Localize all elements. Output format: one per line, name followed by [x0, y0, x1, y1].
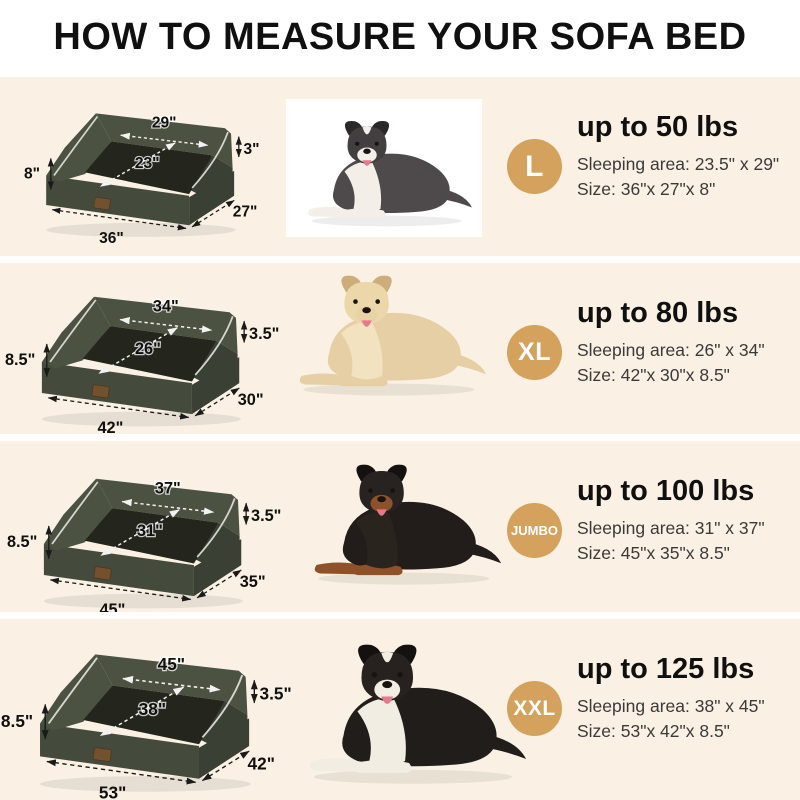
row-divider [0, 434, 800, 441]
measure-outer-length: 53" [99, 783, 126, 800]
size-badge-l: L [507, 139, 562, 194]
weight-limit: up to 125 lbs [577, 653, 755, 685]
measure-inner-width: 38" [139, 699, 166, 719]
measure-bolster-height: 3.5" [251, 507, 281, 525]
sleeping-area: Sleeping area: 31" x 37" [577, 518, 765, 538]
measure-inner-width: 31" [137, 522, 163, 540]
bed-diagram-l: 29" 23" 8" 3" 36" 27" [24, 87, 259, 247]
measure-base-height: 8" [24, 166, 40, 183]
measure-outer-width: 35" [240, 573, 266, 591]
dog-bernese-mountain-dog [309, 644, 527, 785]
measure-inner-width: 23" [135, 155, 160, 172]
page-title: HOW TO MEASURE YOUR SOFA BED [53, 16, 747, 58]
measure-base-height: 8.5" [7, 533, 37, 551]
bed-size: Size: 36"x 27"x 8" [577, 179, 716, 199]
measure-outer-width: 42" [248, 753, 275, 773]
weight-limit: up to 100 lbs [577, 475, 755, 507]
sleeping-area: Sleeping area: 23.5" x 29" [577, 154, 780, 174]
weight-limit: up to 80 lbs [577, 297, 739, 329]
size-row-xl: 34" 26" 8.5" 3.5" 42" 30" XL up to 80 lb… [0, 263, 800, 437]
sleeping-area: Sleeping area: 38" x 45" [577, 696, 765, 716]
bed-size: Size: 42"x 30"x 8.5" [577, 365, 730, 385]
size-info-xxl: up to 125 lbs Sleeping area: 38" x 45" S… [577, 653, 797, 744]
measure-outer-width: 30" [238, 391, 264, 409]
measure-bolster-height: 3.5" [249, 325, 279, 343]
dog-labrador-retriever [299, 275, 487, 396]
measure-inner-length: 37" [155, 479, 181, 497]
measure-bolster-height: 3.5" [259, 683, 291, 703]
bed-size: Size: 53"x 42"x 8.5" [577, 721, 730, 741]
measure-base-height: 8.5" [1, 711, 33, 731]
row-divider [0, 256, 800, 263]
size-row-l: 29" 23" 8" 3" 36" 27" L up to 50 lbs Sle… [0, 77, 800, 256]
size-info-xl: up to 80 lbs Sleeping area: 26" x 34" Si… [577, 297, 797, 388]
size-badge-jumbo: JUMBO [507, 503, 562, 558]
dog-australian-shepherd [308, 120, 472, 226]
size-badge-label: JUMBO [511, 523, 558, 538]
measure-base-height: 8.5" [5, 351, 35, 369]
row-divider [0, 612, 800, 619]
measure-inner-width: 26" [135, 340, 161, 358]
size-badge-label: XXL [513, 696, 556, 720]
measure-bolster-height: 3" [243, 141, 259, 158]
bed-diagram-xl: 34" 26" 8.5" 3.5" 42" 30" [5, 269, 279, 437]
measure-outer-length: 36" [99, 230, 124, 247]
title-bar: HOW TO MEASURE YOUR SOFA BED [0, 0, 800, 77]
measure-outer-length: 42" [97, 419, 123, 437]
sleeping-area: Sleeping area: 26" x 34" [577, 340, 765, 360]
size-badge-label: L [525, 149, 544, 183]
bed-diagram-jumbo: 37" 31" 8.5" 3.5" 45" 35" [7, 451, 281, 619]
size-badge-xl: XL [507, 325, 562, 380]
measure-inner-length: 29" [152, 114, 177, 131]
measure-inner-length: 34" [153, 297, 179, 315]
bed-size: Size: 45"x 35"x 8.5" [577, 543, 730, 563]
size-info-jumbo: up to 100 lbs Sleeping area: 31" x 37" S… [577, 475, 797, 566]
measure-inner-length: 45" [158, 654, 185, 674]
dog-rottweiler [314, 464, 502, 585]
size-row-xxl: 45" 38" 8.5" 3.5" 53" 42" XXL up to 125 … [0, 619, 800, 800]
size-row-jumbo: 37" 31" 8.5" 3.5" 45" 35" JUMBO up to 10… [0, 441, 800, 619]
measure-outer-width: 27" [233, 204, 258, 221]
weight-limit: up to 50 lbs [577, 111, 739, 143]
size-badge-label: XL [518, 338, 551, 366]
bed-diagram-xxl: 45" 38" 8.5" 3.5" 53" 42" [1, 653, 292, 800]
size-info-l: up to 50 lbs Sleeping area: 23.5" x 29" … [577, 111, 797, 202]
size-badge-xxl: XXL [507, 681, 562, 736]
